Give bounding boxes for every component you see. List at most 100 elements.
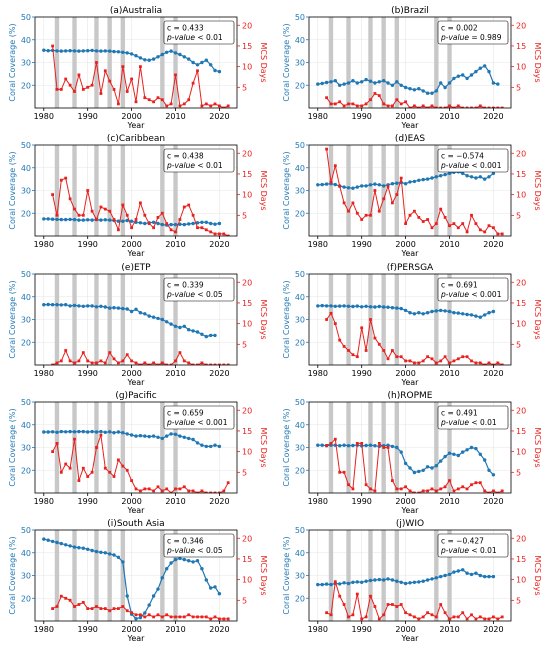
coral-point <box>491 309 496 314</box>
mcs-point <box>64 176 68 180</box>
stats-pvalue: p-value < 0.01 <box>440 546 497 555</box>
mcs-point <box>108 79 112 83</box>
mcs-point <box>413 615 416 619</box>
mcs-point <box>156 485 160 489</box>
coral-point <box>72 545 77 549</box>
mcs-point <box>222 232 226 236</box>
pvalue-symbol: p-value <box>166 418 195 427</box>
mcs-point <box>55 361 59 365</box>
coral-point <box>478 573 482 578</box>
pvalue-rest: < 0.001 <box>469 290 502 299</box>
coral-point <box>461 450 465 454</box>
shaded-band <box>160 530 165 621</box>
left-y-tick-label: 50 <box>21 270 31 279</box>
coral-point <box>487 175 491 179</box>
coral-point <box>169 432 173 436</box>
coral-point <box>443 85 447 90</box>
coral-point <box>59 217 63 222</box>
mcs-point <box>200 104 204 108</box>
mcs-point <box>456 226 460 230</box>
coral-point <box>408 180 412 184</box>
coral-point <box>320 443 324 447</box>
coral-point <box>160 317 164 322</box>
coral-point <box>209 221 213 226</box>
coral-point <box>134 307 138 311</box>
coral-point <box>209 444 213 449</box>
mcs-point <box>143 96 147 100</box>
left-y-tick-label: 50 <box>21 526 31 535</box>
mcs-point <box>426 355 429 359</box>
mcs-point <box>77 479 81 482</box>
coral-point <box>86 218 90 222</box>
mcs-point <box>355 355 359 359</box>
mcs-point <box>73 207 76 211</box>
coral-point <box>151 594 156 598</box>
plot-area <box>42 537 230 621</box>
coral-point <box>46 538 50 542</box>
mcs-point <box>461 485 465 489</box>
mcs-point <box>391 479 394 482</box>
coral-point <box>403 182 408 186</box>
mcs-point <box>95 446 98 449</box>
mcs-point <box>461 106 465 108</box>
x-tick-label: 1980 <box>308 497 328 506</box>
mcs-point <box>200 361 204 365</box>
mcs-point <box>487 491 491 493</box>
mcs-point <box>474 106 478 108</box>
x-axis-label: Year <box>127 249 146 258</box>
right-y-tick-label: 20 <box>242 149 252 158</box>
coral-point <box>147 314 151 318</box>
mcs-point <box>68 197 72 201</box>
coral-point <box>81 304 86 308</box>
x-tick-label: 2020 <box>483 497 503 506</box>
coral-point <box>316 443 320 447</box>
x-tick-label: 2010 <box>165 625 185 634</box>
mcs-point <box>391 349 394 352</box>
left-y-tick-label: 30 <box>295 59 305 68</box>
coral-point <box>160 576 164 580</box>
mcs-point <box>483 230 487 234</box>
mcs-point <box>178 104 182 108</box>
coral-point <box>487 574 491 579</box>
coral-point <box>77 304 81 308</box>
coral-point <box>417 469 421 474</box>
left-y-axis-label: Coral Coverage (%) <box>282 280 291 358</box>
coral-point <box>324 182 329 186</box>
mcs-point <box>213 491 217 493</box>
coral-point <box>364 77 368 82</box>
coral-point <box>469 175 474 179</box>
mcs-point <box>452 489 456 493</box>
mcs-point <box>426 611 429 615</box>
mcs-point <box>413 104 416 108</box>
coral-point <box>191 221 195 226</box>
mcs-point <box>500 363 504 365</box>
coral-point <box>439 81 443 85</box>
mcs-point <box>478 481 482 485</box>
mcs-point <box>421 615 425 619</box>
coral-point <box>368 443 373 447</box>
coral-point <box>329 80 333 84</box>
mcs-point <box>478 228 482 232</box>
mcs-point <box>399 102 403 106</box>
left-y-axis-label: Coral Coverage (%) <box>8 408 17 486</box>
panel-title: (i)South Asia <box>107 519 164 529</box>
right-y-tick-label: 20 <box>516 278 526 287</box>
coral-point <box>399 450 403 454</box>
x-tick-label: 1980 <box>308 625 328 634</box>
right-y-axis-label: MCS Days <box>533 555 542 595</box>
right-y-tick-label: 15 <box>242 42 252 51</box>
coral-point <box>324 304 329 308</box>
x-tick-label: 2000 <box>395 369 415 378</box>
right-y-tick-label: 20 <box>242 21 252 30</box>
coral-point <box>204 444 208 449</box>
mcs-point <box>165 363 169 365</box>
coral-point <box>430 466 434 470</box>
shaded-band <box>160 17 165 108</box>
pvalue-rest: < 0.01 <box>195 33 223 42</box>
mcs-point <box>483 106 487 108</box>
coral-point <box>200 332 204 336</box>
coral-point <box>346 444 351 448</box>
coral-point <box>483 64 487 68</box>
coral-point <box>439 459 443 463</box>
coral-point <box>478 452 482 456</box>
